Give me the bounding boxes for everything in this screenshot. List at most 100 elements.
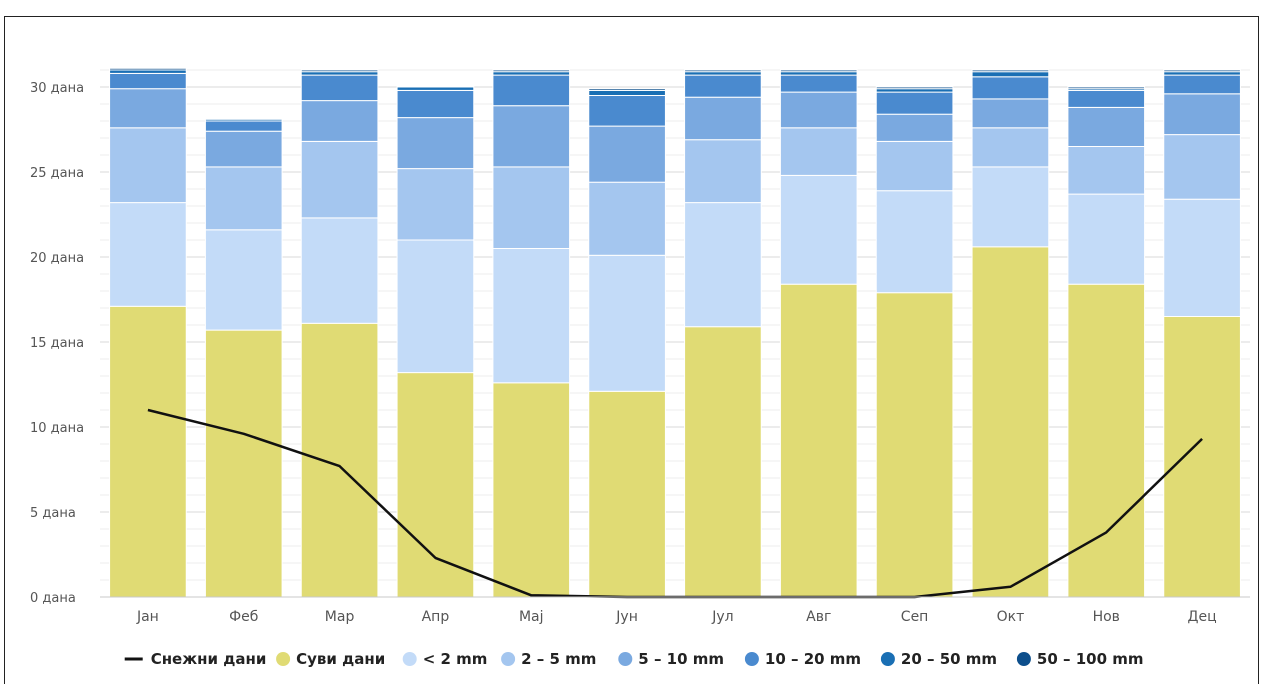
bar-segment — [109, 67, 187, 71]
chart-frame — [4, 16, 1259, 684]
x-tick-label: Нов — [1093, 609, 1120, 625]
bar-segment — [1163, 71, 1241, 76]
bar-segment — [875, 190, 954, 294]
bar-segment — [779, 69, 858, 73]
x-axis-ticks: Јан Феб Мар Апр Мај Јун Јул Авг Сеп Окт Нов Дец — [136, 609, 1217, 625]
bar-segment — [1067, 106, 1146, 147]
legend-item: 5 – 10 mm — [618, 650, 724, 668]
bar-segment — [875, 91, 954, 115]
legend-dot-symbol — [501, 652, 516, 666]
bar-segment — [492, 166, 571, 249]
x-tick-label: Мар — [325, 609, 355, 625]
bar-segment — [684, 326, 762, 598]
legend: Снежни дани Суви дани < 2 mm 2 – 5 mm 5 – 10… — [124, 650, 1144, 668]
x-tick-label: Апр — [422, 609, 450, 625]
bar-segment — [1067, 146, 1146, 195]
bar-segment — [300, 71, 379, 76]
legend-item: Снежни дани — [124, 650, 267, 668]
bar-segment — [588, 254, 666, 392]
x-tick-label: Дец — [1188, 609, 1217, 625]
legend-item: 50 – 100 mm — [1016, 650, 1144, 668]
bar-segment — [1163, 316, 1241, 598]
bar-segment — [971, 166, 1050, 248]
legend-dot-symbol — [402, 652, 417, 666]
bar-segment — [875, 86, 954, 90]
bar-segment — [1163, 134, 1241, 200]
bar-segment — [396, 86, 475, 91]
legend-item: 2 – 5 mm — [501, 650, 596, 668]
bar-segment — [492, 69, 571, 73]
bar-segment — [300, 217, 379, 324]
bar-segment — [971, 76, 1050, 100]
x-tick-label: Јан — [136, 609, 159, 625]
bar-segment — [684, 71, 762, 76]
bar-segment — [684, 74, 762, 98]
bar-segment — [1163, 69, 1241, 73]
bar-segment — [396, 372, 475, 598]
bar-segment — [300, 100, 379, 142]
y-tick-label: 0 дана — [30, 591, 76, 606]
bar-segment — [1067, 283, 1146, 598]
bar-segment — [396, 168, 475, 241]
legend-label: 50 – 100 mm — [1037, 650, 1144, 668]
bar-segment — [300, 74, 379, 102]
bar-segment — [588, 390, 666, 598]
bar-segment — [1163, 198, 1241, 317]
x-tick-label: Феб — [229, 609, 258, 625]
bar-segment — [492, 105, 571, 168]
bar-segment — [1067, 193, 1146, 285]
bar-segment — [204, 229, 283, 331]
bar-segment — [684, 139, 762, 204]
bar-segment — [396, 89, 475, 119]
bar-segment — [204, 130, 283, 168]
bar-segment — [492, 248, 571, 384]
bar-segment — [109, 88, 187, 129]
bar-segment — [875, 140, 954, 192]
legend-label: Снежни дани — [151, 650, 267, 668]
bar-segment — [396, 117, 475, 170]
bar-segment — [588, 89, 666, 97]
bar-segment — [1067, 89, 1146, 108]
bar-segment — [109, 69, 187, 74]
bar-segment — [109, 202, 187, 307]
y-tick-label: 15 дана — [30, 336, 84, 351]
bar-segment — [588, 181, 666, 256]
legend-dot-symbol — [880, 652, 895, 666]
y-axis-ticks: 0 дана 5 дана 10 дана 15 дана 20 дана 25 дана… — [30, 81, 84, 606]
legend-dot-symbol — [1016, 652, 1031, 666]
x-tick-label: Окт — [997, 609, 1025, 625]
y-tick-label: 10 дана — [30, 421, 84, 436]
bar-segment — [779, 127, 858, 176]
bar-segment — [588, 95, 666, 127]
bar-segment — [779, 71, 858, 76]
bar-segment — [492, 71, 571, 76]
bar-segment — [1163, 74, 1241, 95]
bar-segment — [971, 69, 1050, 73]
bar-segment — [875, 113, 954, 142]
bar-segment — [684, 96, 762, 141]
legend-label: 2 – 5 mm — [521, 650, 596, 668]
y-tick-label: 5 дана — [30, 506, 76, 521]
legend-label: 20 – 50 mm — [901, 650, 997, 668]
bar-segment — [684, 202, 762, 328]
x-tick-label: Авг — [806, 609, 831, 625]
bar-segment — [396, 239, 475, 374]
bar-segment — [109, 127, 187, 204]
legend-dot-symbol — [744, 652, 759, 666]
bar-segment — [971, 246, 1050, 598]
bar-segment — [300, 140, 379, 219]
x-tick-label: Мај — [519, 609, 544, 625]
y-tick-label: 30 дана — [30, 81, 84, 96]
legend-label: 10 – 20 mm — [765, 650, 861, 668]
legend-dot-symbol — [618, 652, 633, 666]
legend-label: Суви дани — [296, 650, 385, 668]
bar-segment — [971, 127, 1050, 168]
bar-segment — [1067, 86, 1146, 90]
bar-segment — [204, 329, 283, 598]
legend-label: < 2 mm — [423, 650, 488, 668]
legend-item: 20 – 50 mm — [880, 650, 997, 668]
bar-segment — [300, 69, 379, 73]
legend-dot-symbol — [276, 652, 291, 666]
y-tick-label: 25 дана — [30, 166, 84, 181]
